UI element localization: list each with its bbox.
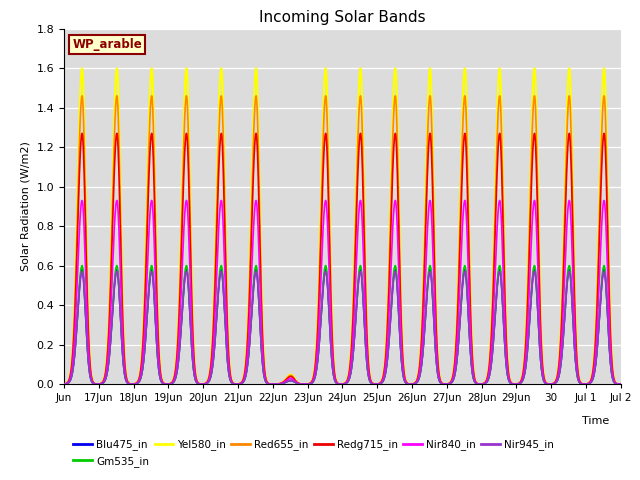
- Legend: Blu475_in, Gm535_in, Yel580_in, Red655_in, Redg715_in, Nir840_in, Nir945_in: Blu475_in, Gm535_in, Yel580_in, Red655_i…: [69, 435, 558, 471]
- Text: Time: Time: [582, 416, 610, 426]
- Text: WP_arable: WP_arable: [72, 38, 142, 51]
- Y-axis label: Solar Radiation (W/m2): Solar Radiation (W/m2): [21, 142, 31, 271]
- Title: Incoming Solar Bands: Incoming Solar Bands: [259, 10, 426, 25]
